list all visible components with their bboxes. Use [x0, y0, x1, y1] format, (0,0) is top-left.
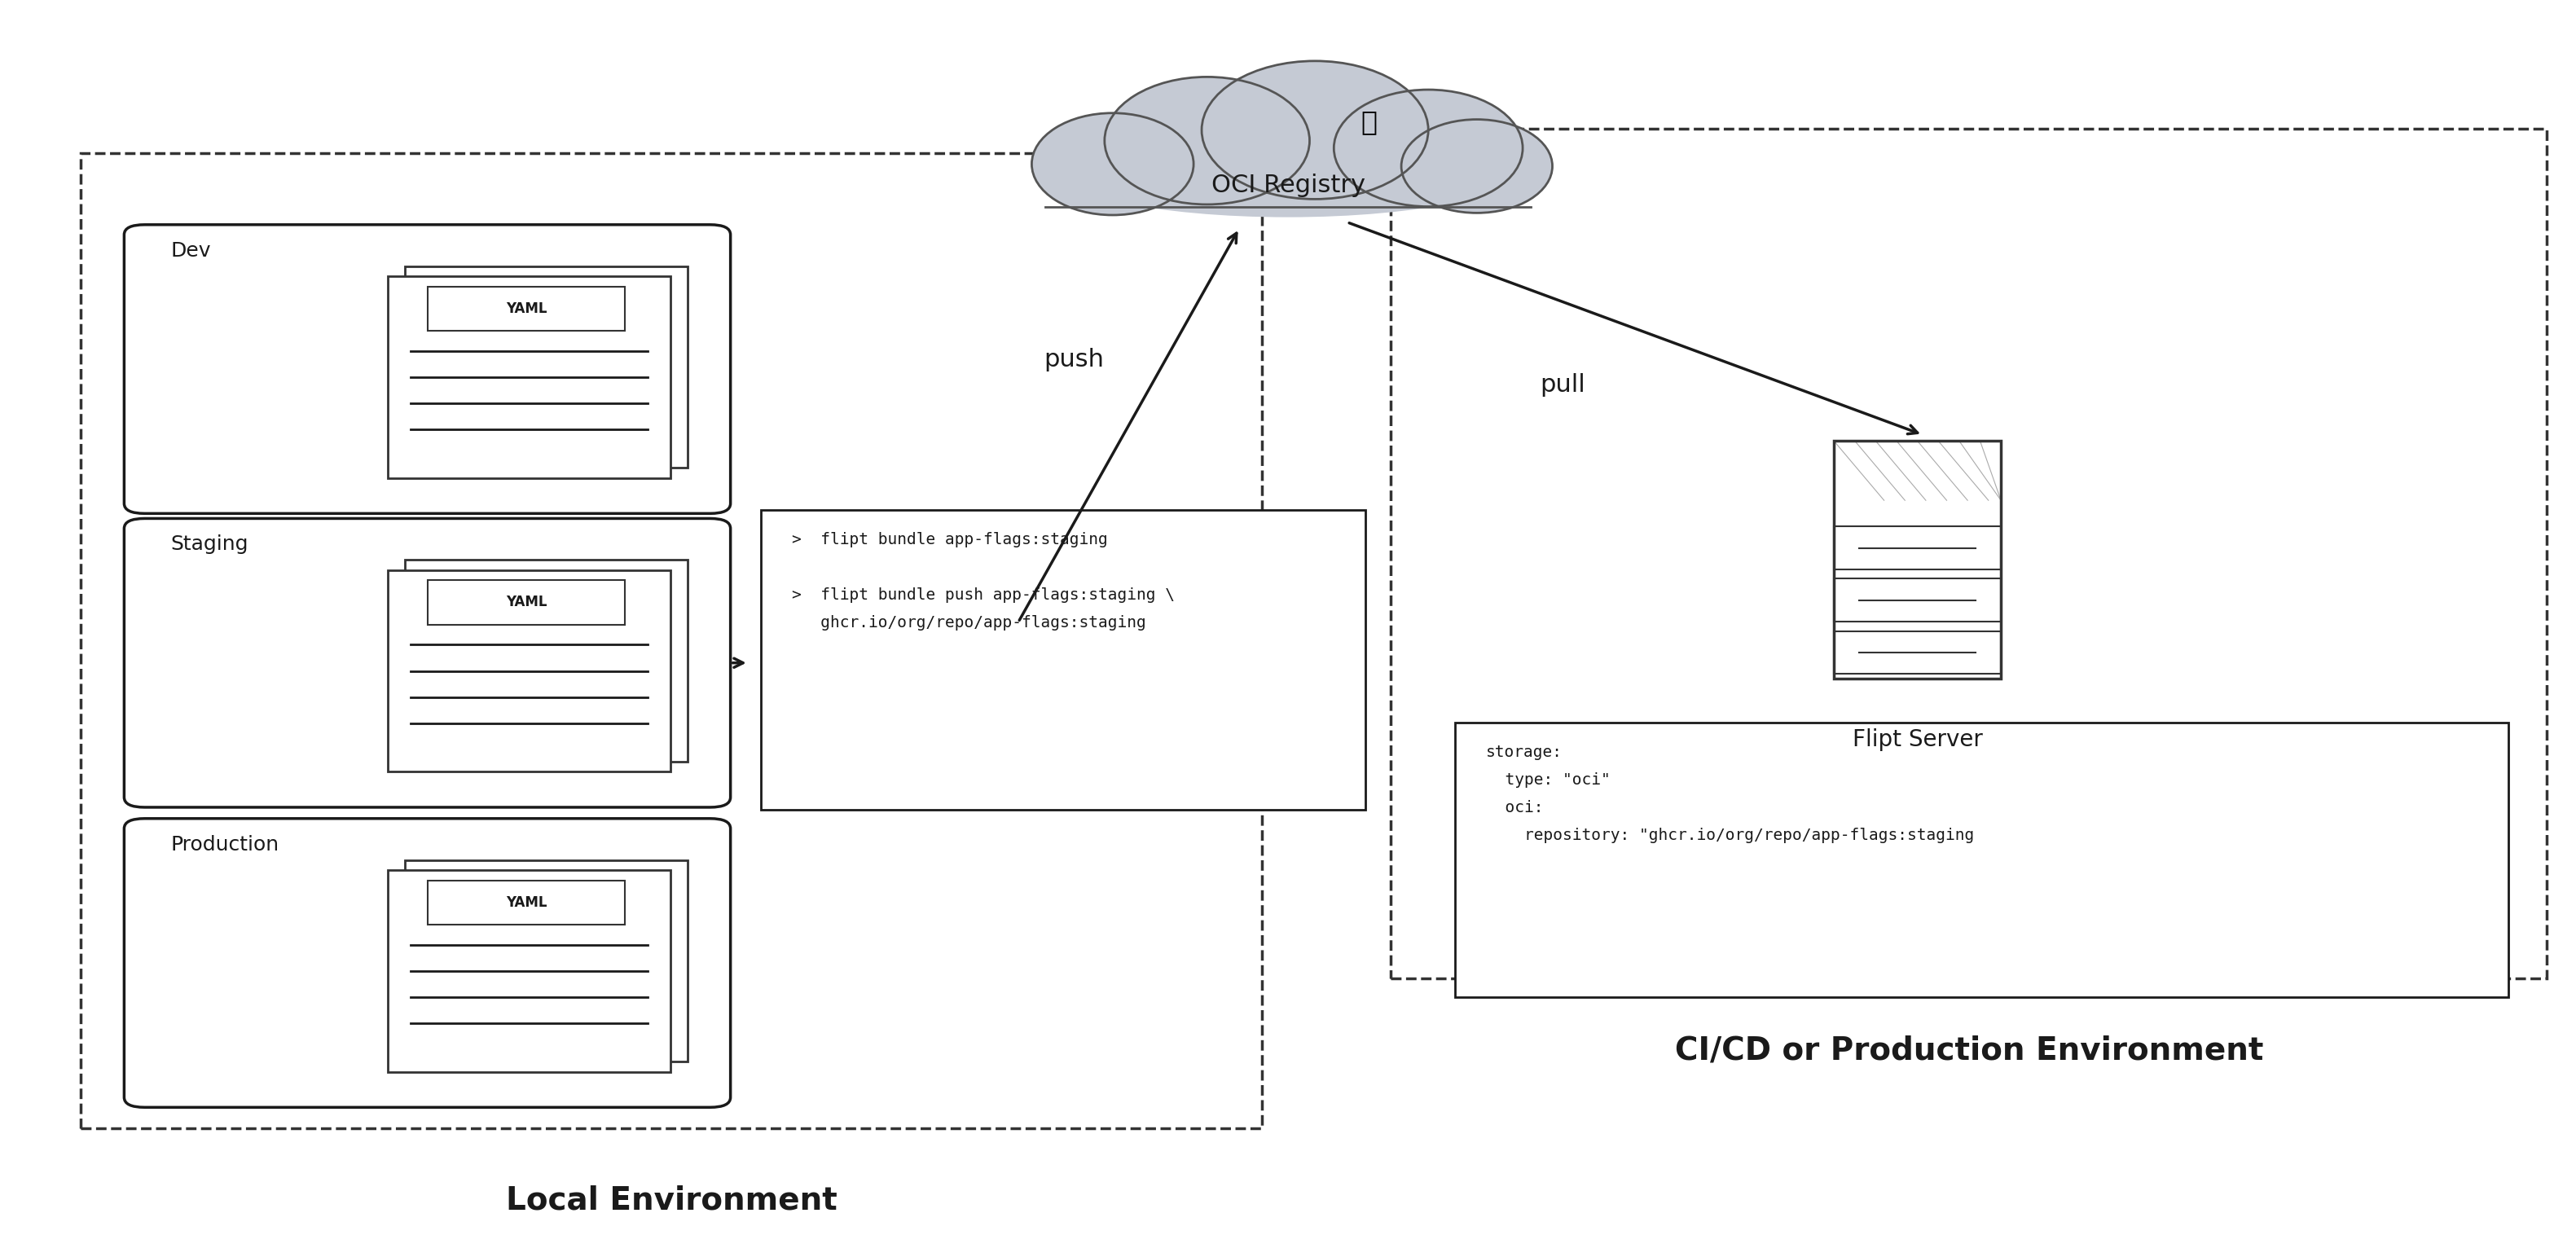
Ellipse shape	[1105, 77, 1309, 205]
FancyBboxPatch shape	[124, 518, 732, 807]
Bar	[762, 510, 1365, 810]
Ellipse shape	[1046, 111, 1530, 217]
Text: storage:
  type: "oci"
  oci:
    repository: "ghcr.io/org/repo/app-flags:stagin: storage: type: "oci" oci: repository: "g…	[1486, 744, 1973, 843]
Text: Local Environment: Local Environment	[505, 1185, 837, 1216]
Text: YAML: YAML	[505, 595, 546, 610]
Text: Production: Production	[170, 835, 278, 855]
Ellipse shape	[1033, 113, 1193, 215]
Text: CI/CD or Production Environment: CI/CD or Production Environment	[1674, 1035, 2264, 1066]
Text: 🐳: 🐳	[1360, 108, 1378, 134]
Text: pull: pull	[1540, 373, 1584, 396]
Bar	[1834, 441, 2002, 679]
Text: Flipt Server: Flipt Server	[1852, 729, 1984, 752]
Ellipse shape	[1046, 127, 1530, 212]
Text: >  flipt bundle app-flags:staging

>  flipt bundle push app-flags:staging \
   g: > flipt bundle app-flags:staging > flipt…	[793, 532, 1175, 631]
Bar	[1834, 578, 2002, 621]
FancyBboxPatch shape	[124, 818, 732, 1107]
Ellipse shape	[1334, 89, 1522, 206]
Bar	[389, 277, 670, 478]
Bar	[1834, 527, 2002, 569]
Bar	[428, 287, 626, 331]
Bar	[404, 266, 688, 468]
Ellipse shape	[1200, 62, 1427, 199]
Text: YAML: YAML	[505, 302, 546, 316]
Ellipse shape	[1401, 119, 1553, 212]
Text: OCI Registry: OCI Registry	[1211, 173, 1365, 197]
Bar	[428, 880, 626, 925]
Text: push: push	[1043, 348, 1105, 372]
Bar	[80, 153, 1262, 1129]
Bar	[428, 581, 626, 625]
FancyBboxPatch shape	[124, 225, 732, 513]
Bar	[1834, 631, 2002, 674]
Bar	[389, 870, 670, 1072]
Text: YAML: YAML	[505, 895, 546, 910]
Text: Dev: Dev	[170, 241, 211, 260]
Bar	[1455, 723, 2509, 997]
Text: Staging: Staging	[170, 534, 247, 554]
Bar	[1391, 128, 2548, 978]
Bar	[404, 561, 688, 762]
Bar	[404, 860, 688, 1062]
Bar	[389, 571, 670, 772]
